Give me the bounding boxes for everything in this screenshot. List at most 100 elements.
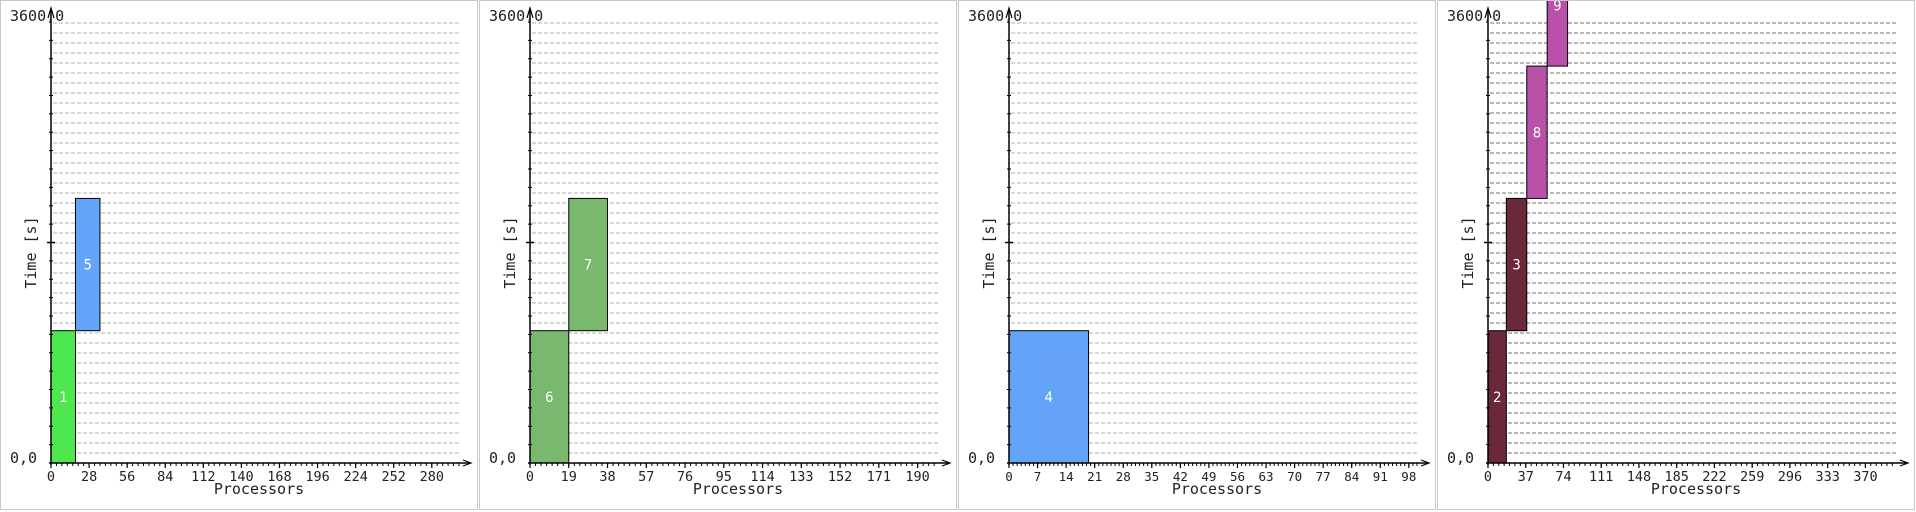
gantt-chart-4: 2 3 8 9 0 37 74 111 148 185 222 259 296 333 370 Process… (1447, 1, 1910, 498)
job-7 (568, 197, 609, 332)
x-axis-label: Processors (693, 480, 783, 498)
grid (53, 22, 459, 454)
x-tick-label: 140 (229, 469, 253, 485)
x-tick-label: 28 (1116, 469, 1131, 484)
x-tick-label: 57 (638, 469, 654, 485)
x-tick-label: 370 (1853, 469, 1877, 485)
y-axis-arrow (47, 5, 55, 19)
x-tick-label: 259 (1740, 469, 1764, 485)
chart-panel-1: 1 5 0 28 56 84 112 140 168 196 224 252 280 Processors… (0, 0, 478, 510)
job-label-3: 3 (1512, 258, 1520, 274)
x-tick-label: 0 (47, 469, 55, 485)
x-tick-label: 56 (119, 469, 135, 485)
x-tick-label: 98 (1401, 469, 1416, 484)
x-tick-label: 196 (305, 469, 329, 485)
x-tick-label: 296 (1778, 469, 1802, 485)
x-tick-label: 168 (267, 469, 291, 485)
grid (1490, 22, 1896, 454)
job-label-4: 4 (1045, 390, 1053, 406)
y-axis-ticks (48, 39, 54, 446)
x-tick-label: 14 (1059, 469, 1074, 484)
x-axis-label: Processors (1172, 480, 1262, 498)
x-tick-label: 111 (1589, 469, 1613, 485)
x-axis-arrow (1420, 459, 1431, 467)
x-tick-label: 0 (1005, 469, 1013, 484)
y-axis-arrow (1484, 5, 1492, 19)
x-tick-label: 38 (599, 469, 615, 485)
x-tick-label: 63 (1259, 469, 1274, 484)
x-tick-label: 95 (716, 469, 732, 485)
x-tick-label: 0 (1484, 469, 1492, 485)
y-max-label: 3600,0 (968, 7, 1022, 25)
x-tick-label: 280 (420, 469, 444, 485)
x-axis-ticks (1487, 463, 1893, 468)
chart-panel-4: 2 3 8 9 0 37 74 111 148 185 222 259 296 333 370 Process… (1437, 0, 1915, 510)
y-axis-label: Time [s] (1459, 216, 1477, 288)
gantt-chart-1: 1 5 0 28 56 84 112 140 168 196 224 252 280 Processors… (10, 5, 473, 498)
x-tick-label: 133 (789, 469, 813, 485)
x-axis-ticks (50, 463, 460, 468)
job-label-5: 5 (84, 258, 92, 274)
x-axis-arrow (1899, 459, 1910, 467)
chart-panel-3: 4 0 7 14 21 28 35 42 49 56 63 70 77 84 91 98 Processors T… (958, 0, 1436, 510)
job-label-2: 2 (1493, 390, 1501, 406)
job-5 (74, 197, 101, 332)
x-tick-label: 148 (1627, 469, 1651, 485)
x-tick-label: 21 (1087, 469, 1102, 484)
x-tick-label: 84 (157, 469, 173, 485)
x-tick-label: 77 (1316, 469, 1331, 484)
x-tick-label: 76 (677, 469, 693, 485)
x-tick-label: 114 (750, 469, 774, 485)
y-axis-arrow (1005, 5, 1013, 19)
x-tick-label: 42 (1173, 469, 1188, 484)
x-tick-label: 7 (1034, 469, 1042, 484)
y-axis-label: Time [s] (980, 216, 998, 288)
y-max-label: 3600,0 (10, 7, 64, 25)
y-axis-label: Time [s] (22, 216, 40, 288)
job-label-1: 1 (59, 390, 67, 406)
job-9 (1546, 1, 1569, 67)
x-axis-label: Processors (214, 480, 304, 498)
job-label-9: 9 (1553, 1, 1561, 14)
x-tick-label: 84 (1344, 469, 1359, 484)
x-tick-label: 333 (1815, 469, 1839, 485)
x-axis-label: Processors (1651, 480, 1741, 498)
x-axis-arrow (462, 459, 473, 467)
x-tick-label: 252 (382, 469, 406, 485)
x-tick-label: 222 (1702, 469, 1726, 485)
x-tick-label: 70 (1287, 469, 1302, 484)
x-tick-label: 35 (1144, 469, 1159, 484)
x-tick-label: 49 (1201, 469, 1216, 484)
y-axis-ticks (527, 39, 533, 446)
y-min-label: 0,0 (968, 449, 995, 467)
x-tick-label: 112 (191, 469, 215, 485)
y-axis-label: Time [s] (501, 216, 519, 288)
y-min-label: 0,0 (10, 449, 37, 467)
x-tick-label: 28 (81, 469, 97, 485)
x-tick-label: 19 (561, 469, 577, 485)
x-tick-label: 171 (867, 469, 891, 485)
x-tick-label: 74 (1555, 469, 1571, 485)
y-max-label: 3600,0 (1447, 7, 1501, 25)
job-label-8: 8 (1533, 125, 1541, 141)
gantt-chart-2: 6 7 0 19 38 57 76 95 114 133 152 171 190 Processors Ti… (489, 5, 952, 498)
job-label-7: 7 (584, 258, 592, 274)
x-axis-ticks (1008, 463, 1418, 468)
x-tick-label: 91 (1373, 469, 1388, 484)
x-axis-ticks (529, 463, 935, 468)
y-axis-ticks (1006, 39, 1012, 446)
x-tick-label: 190 (905, 469, 929, 485)
job-label-6: 6 (545, 390, 553, 406)
x-axis-arrow (941, 459, 952, 467)
chart-panel-2: 6 7 0 19 38 57 76 95 114 133 152 171 190 Processors Ti… (479, 0, 957, 510)
x-tick-label: 37 (1518, 469, 1534, 485)
job-8 (1526, 65, 1548, 199)
y-min-label: 0,0 (489, 449, 516, 467)
x-tick-label: 152 (828, 469, 852, 485)
gantt-chart-3: 4 0 7 14 21 28 35 42 49 56 63 70 77 84 91 98 Processors T… (968, 5, 1431, 498)
y-min-label: 0,0 (1447, 449, 1474, 467)
x-tick-label: 185 (1665, 469, 1689, 485)
x-tick-label: 56 (1230, 469, 1245, 484)
x-tick-label: 0 (526, 469, 534, 485)
x-tick-label: 224 (343, 469, 367, 485)
